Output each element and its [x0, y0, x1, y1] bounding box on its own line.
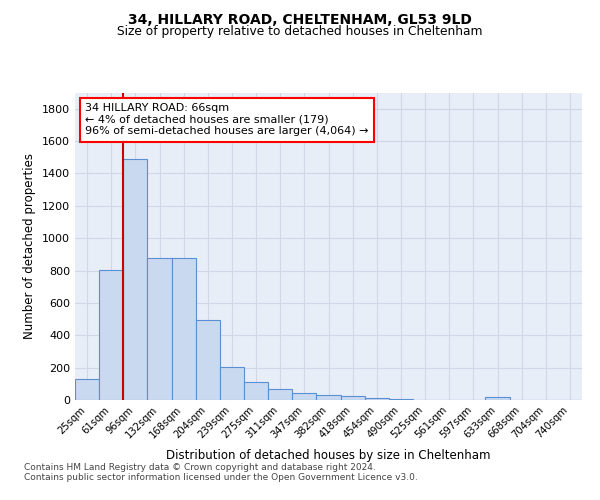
X-axis label: Distribution of detached houses by size in Cheltenham: Distribution of detached houses by size … — [166, 449, 491, 462]
Bar — [99, 270, 123, 400]
Bar — [268, 389, 292, 400]
Text: Contains HM Land Registry data © Crown copyright and database right 2024.
Contai: Contains HM Land Registry data © Crown c… — [24, 462, 418, 482]
Bar — [244, 382, 268, 400]
Bar — [389, 399, 413, 400]
Bar — [316, 395, 341, 400]
Bar — [75, 379, 99, 400]
Bar — [196, 320, 220, 400]
Bar — [485, 397, 509, 400]
Bar — [123, 159, 148, 400]
Bar — [365, 398, 389, 400]
Bar — [341, 396, 365, 400]
Bar — [220, 367, 244, 400]
Text: Size of property relative to detached houses in Cheltenham: Size of property relative to detached ho… — [117, 25, 483, 38]
Bar — [172, 258, 196, 400]
Bar — [148, 258, 172, 400]
Y-axis label: Number of detached properties: Number of detached properties — [23, 153, 37, 339]
Text: 34 HILLARY ROAD: 66sqm
← 4% of detached houses are smaller (179)
96% of semi-det: 34 HILLARY ROAD: 66sqm ← 4% of detached … — [85, 104, 368, 136]
Bar — [292, 392, 316, 400]
Text: 34, HILLARY ROAD, CHELTENHAM, GL53 9LD: 34, HILLARY ROAD, CHELTENHAM, GL53 9LD — [128, 12, 472, 26]
